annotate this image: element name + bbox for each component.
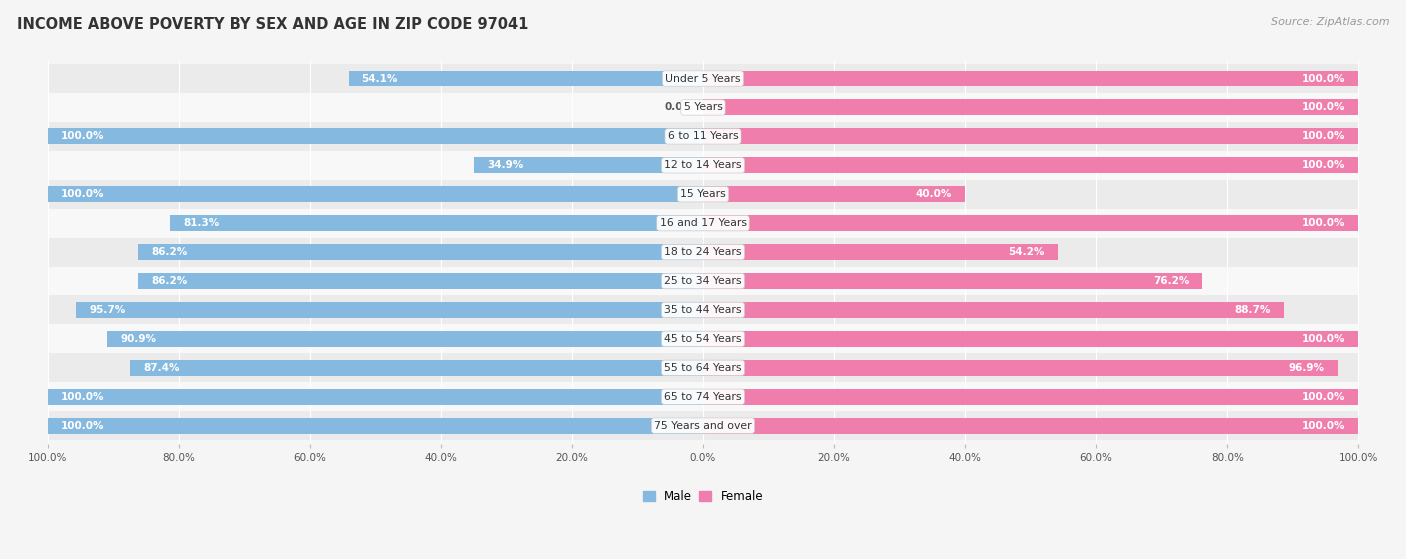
Text: 65 to 74 Years: 65 to 74 Years xyxy=(664,392,742,402)
Text: 100.0%: 100.0% xyxy=(1302,74,1346,83)
Text: 100.0%: 100.0% xyxy=(1302,218,1346,228)
Text: 100.0%: 100.0% xyxy=(60,392,104,402)
Text: 86.2%: 86.2% xyxy=(152,247,187,257)
Bar xyxy=(703,100,1358,115)
Text: 6 to 11 Years: 6 to 11 Years xyxy=(668,131,738,141)
Bar xyxy=(48,64,1358,93)
Bar xyxy=(48,382,1358,411)
Text: 34.9%: 34.9% xyxy=(488,160,523,170)
Bar xyxy=(703,360,1339,376)
Text: 76.2%: 76.2% xyxy=(1153,276,1189,286)
Text: 54.1%: 54.1% xyxy=(361,74,398,83)
Text: 100.0%: 100.0% xyxy=(1302,392,1346,402)
Text: 100.0%: 100.0% xyxy=(1302,131,1346,141)
Text: 90.9%: 90.9% xyxy=(121,334,156,344)
Bar xyxy=(48,186,703,202)
Text: 100.0%: 100.0% xyxy=(1302,334,1346,344)
Bar xyxy=(48,389,703,405)
Text: 25 to 34 Years: 25 to 34 Years xyxy=(664,276,742,286)
Text: 100.0%: 100.0% xyxy=(1302,421,1346,430)
Text: 12 to 14 Years: 12 to 14 Years xyxy=(664,160,742,170)
Bar xyxy=(703,129,1358,144)
Text: 18 to 24 Years: 18 to 24 Years xyxy=(664,247,742,257)
Text: 86.2%: 86.2% xyxy=(152,276,187,286)
Bar xyxy=(703,157,1358,173)
Bar xyxy=(48,296,1358,324)
Text: 100.0%: 100.0% xyxy=(60,131,104,141)
Legend: Male, Female: Male, Female xyxy=(638,485,768,508)
Bar xyxy=(703,244,1059,260)
Bar xyxy=(703,302,1284,318)
Text: 96.9%: 96.9% xyxy=(1289,363,1324,373)
Bar xyxy=(131,360,703,376)
Text: 100.0%: 100.0% xyxy=(60,421,104,430)
Text: 81.3%: 81.3% xyxy=(183,218,219,228)
Text: 15 Years: 15 Years xyxy=(681,190,725,199)
Bar xyxy=(48,267,1358,296)
Text: Source: ZipAtlas.com: Source: ZipAtlas.com xyxy=(1271,17,1389,27)
Bar xyxy=(170,215,703,231)
Bar xyxy=(703,331,1358,347)
Text: 88.7%: 88.7% xyxy=(1234,305,1271,315)
Bar xyxy=(703,273,1202,289)
Text: 5 Years: 5 Years xyxy=(683,102,723,112)
Bar xyxy=(703,70,1358,87)
Bar xyxy=(107,331,703,347)
Text: 54.2%: 54.2% xyxy=(1008,247,1045,257)
Bar xyxy=(76,302,703,318)
Bar xyxy=(138,244,703,260)
Bar xyxy=(48,122,1358,151)
Bar xyxy=(48,418,703,434)
Text: 95.7%: 95.7% xyxy=(89,305,125,315)
Text: 0.0%: 0.0% xyxy=(664,102,693,112)
Text: 100.0%: 100.0% xyxy=(1302,160,1346,170)
Bar xyxy=(474,157,703,173)
Bar xyxy=(48,93,1358,122)
Bar xyxy=(48,209,1358,238)
Bar xyxy=(703,215,1358,231)
Text: 55 to 64 Years: 55 to 64 Years xyxy=(664,363,742,373)
Bar xyxy=(703,418,1358,434)
Bar xyxy=(48,151,1358,180)
Text: 87.4%: 87.4% xyxy=(143,363,180,373)
Text: INCOME ABOVE POVERTY BY SEX AND AGE IN ZIP CODE 97041: INCOME ABOVE POVERTY BY SEX AND AGE IN Z… xyxy=(17,17,529,32)
Text: Under 5 Years: Under 5 Years xyxy=(665,74,741,83)
Bar xyxy=(48,324,1358,353)
Bar xyxy=(48,411,1358,440)
Text: 16 and 17 Years: 16 and 17 Years xyxy=(659,218,747,228)
Bar xyxy=(703,389,1358,405)
Text: 45 to 54 Years: 45 to 54 Years xyxy=(664,334,742,344)
Bar xyxy=(349,70,703,87)
Bar xyxy=(138,273,703,289)
Bar xyxy=(48,353,1358,382)
Bar xyxy=(48,238,1358,267)
Text: 75 Years and over: 75 Years and over xyxy=(654,421,752,430)
Bar xyxy=(48,129,703,144)
Text: 100.0%: 100.0% xyxy=(60,190,104,199)
Text: 35 to 44 Years: 35 to 44 Years xyxy=(664,305,742,315)
Text: 40.0%: 40.0% xyxy=(915,190,952,199)
Text: 100.0%: 100.0% xyxy=(1302,102,1346,112)
Bar xyxy=(703,186,965,202)
Bar xyxy=(48,180,1358,209)
